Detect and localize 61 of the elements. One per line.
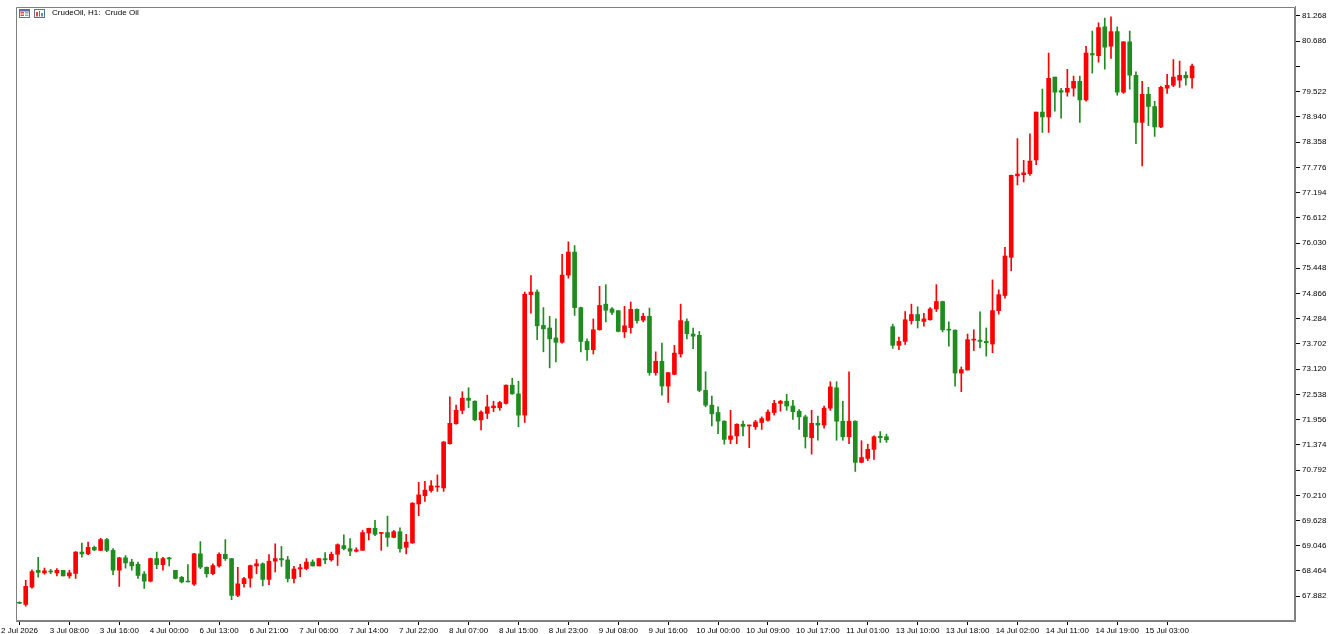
y-tick-label: 69.046 — [1302, 540, 1328, 550]
x-tick-label: 13 Jul 18:00 — [945, 626, 990, 634]
x-tick-label: 9 Jul 16:00 — [648, 626, 689, 634]
y-tick-label: 75.448 — [1302, 263, 1328, 273]
x-tick-label: 8 Jul 15:00 — [498, 626, 539, 634]
chart-title: CrudeOil, H1: Crude Oil — [52, 8, 139, 18]
x-tick-label: 8 Jul 23:00 — [548, 626, 589, 634]
y-tick-label: 67.882 — [1302, 591, 1328, 601]
candlestick — [603, 284, 609, 323]
x-tick-label: 14 Jul 11:00 — [1045, 626, 1090, 634]
candlestick — [1089, 30, 1095, 74]
y-tick-label: 73.702 — [1302, 339, 1328, 349]
x-tick-label: 15 Jul 03:00 — [1145, 626, 1190, 634]
y-tick-label: 74.284 — [1302, 313, 1328, 323]
x-tick-label: 2 Jul 2026 — [1, 626, 39, 634]
candlestick — [983, 327, 989, 357]
y-tick-label: 76.030 — [1302, 238, 1328, 248]
x-tick-label: 6 Jul 21:00 — [249, 626, 290, 634]
candlestick — [1058, 87, 1064, 119]
y-tick-label: 78.358 — [1302, 137, 1328, 147]
y-tick-label: 72.538 — [1302, 389, 1328, 399]
candlestick — [347, 538, 353, 556]
y-tick-label: 81.268 — [1302, 11, 1328, 21]
y-tick-label: 77.776 — [1302, 162, 1328, 172]
x-tick-label: 3 Jul 08:00 — [49, 626, 90, 634]
candlestick — [341, 534, 347, 551]
y-tick-label: 71.956 — [1302, 414, 1328, 424]
x-tick-label: 8 Jul 07:00 — [449, 626, 489, 634]
x-tick-label: 7 Jul 22:00 — [399, 626, 439, 634]
candlestick — [690, 327, 696, 350]
y-tick-label: 79.522 — [1302, 86, 1328, 96]
y-tick-label: 68.464 — [1302, 566, 1328, 576]
x-tick-label: 7 Jul 14:00 — [349, 626, 389, 634]
y-tick-label: 73.120 — [1302, 364, 1328, 374]
y-tick-label: 78.940 — [1302, 112, 1328, 122]
candlestick — [740, 420, 746, 437]
candlestick — [378, 532, 384, 551]
y-tick-label: 71.374 — [1302, 440, 1328, 450]
x-tick-label: 14 Jul 19:00 — [1095, 626, 1140, 634]
x-tick-label: 10 Jul 00:00 — [696, 626, 741, 634]
candlestick — [272, 543, 278, 573]
x-tick-label: 13 Jul 10:00 — [895, 626, 940, 634]
y-tick-label: 76.612 — [1302, 213, 1328, 223]
y-tick-label: 70.210 — [1302, 490, 1328, 500]
x-tick-label: 10 Jul 09:00 — [746, 626, 791, 634]
x-tick-label: 4 Jul 00:00 — [149, 626, 190, 634]
y-tick-label: 69.628 — [1302, 515, 1328, 525]
x-tick-label: 11 Jul 01:00 — [846, 626, 890, 634]
y-tick-label: 74.866 — [1302, 288, 1328, 298]
x-tick-label: 9 Jul 08:00 — [598, 626, 639, 634]
x-tick-label: 3 Jul 16:00 — [99, 626, 140, 634]
x-tick-label: 6 Jul 13:00 — [199, 626, 240, 634]
candlestick — [166, 556, 172, 567]
x-tick-label: 14 Jul 02:00 — [995, 626, 1040, 634]
candlestick — [35, 556, 41, 578]
candlestick — [1164, 74, 1170, 94]
y-tick-label: 80.686 — [1302, 36, 1328, 46]
x-tick-label: 10 Jul 17:00 — [796, 626, 841, 634]
y-tick-label: 77.194 — [1302, 187, 1328, 197]
x-tick-label: 7 Jul 06:00 — [299, 626, 339, 634]
y-tick-label: 70.792 — [1302, 465, 1328, 475]
